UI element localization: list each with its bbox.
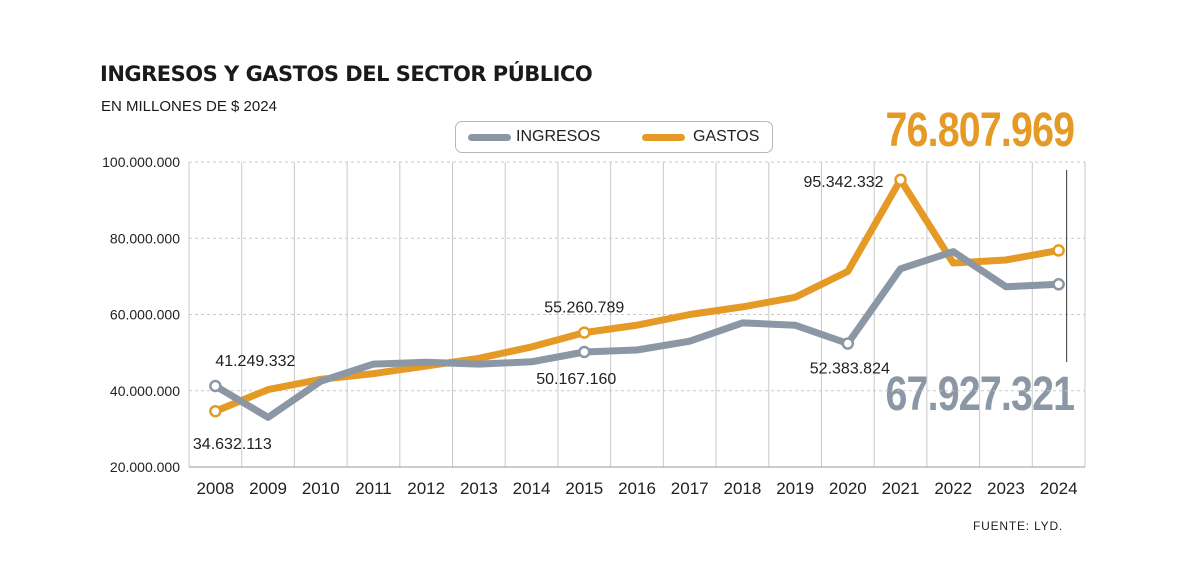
- legend-swatch-ingresos: [468, 134, 511, 141]
- series-line-ingresos: [211, 248, 1063, 421]
- x-tick-label: 2021: [882, 479, 920, 498]
- point-marker-gastos: [1052, 244, 1065, 257]
- data-label: 50.167.160: [536, 371, 616, 388]
- y-tick-label: 60.000.000: [110, 307, 180, 323]
- x-tick-label: 2014: [513, 479, 551, 498]
- data-label: 41.249.332: [215, 353, 295, 370]
- source-note: FUENTE: LYD.: [973, 519, 1064, 533]
- x-tick-label: 2009: [249, 479, 287, 498]
- x-tick-label: 2011: [355, 479, 392, 498]
- highlight-gastos-value: 76.807.969: [885, 104, 1075, 157]
- point-marker-gastos: [894, 173, 907, 187]
- data-label: 95.342.332: [803, 174, 883, 191]
- x-tick-label: 2010: [302, 479, 340, 498]
- x-tick-label: 2023: [987, 479, 1025, 498]
- chart-title: INGRESOS Y GASTOS DEL SECTOR PÚBLICO: [100, 62, 593, 86]
- y-tick-label: 40.000.000: [110, 383, 180, 399]
- point-marker-ingresos: [209, 379, 222, 393]
- x-tick-label: 2024: [1040, 479, 1078, 498]
- x-tick-label: 2017: [671, 479, 709, 498]
- point-marker-ingresos: [841, 337, 855, 350]
- x-tick-label: 2008: [196, 479, 234, 498]
- legend-swatch-gastos: [642, 134, 685, 141]
- x-tick-label: 2013: [460, 479, 498, 498]
- data-label: 34.632.113: [193, 436, 272, 453]
- point-marker-ingresos: [1052, 278, 1065, 291]
- x-tick-label: 2019: [776, 479, 814, 498]
- series-line-gastos: [211, 176, 1063, 415]
- y-tick-label: 100.000.000: [102, 154, 180, 170]
- x-tick-label: 2022: [934, 479, 972, 498]
- point-marker-ingresos: [578, 345, 591, 359]
- y-tick-label: 80.000.000: [110, 230, 180, 246]
- data-label: 52.383.824: [810, 361, 890, 378]
- data-label: 55.260.789: [544, 300, 624, 317]
- legend-label-gastos: GASTOS: [693, 128, 760, 145]
- point-marker-gastos: [209, 404, 222, 418]
- x-tick-label: 2012: [407, 479, 445, 498]
- legend-label-ingresos: INGRESOS: [516, 128, 601, 145]
- point-marker-gastos: [578, 326, 591, 339]
- chart-legend: INGRESOS GASTOS: [455, 121, 773, 153]
- chart-subtitle: EN MILLONES DE $ 2024: [101, 98, 277, 115]
- x-tick-label: 2015: [565, 479, 603, 498]
- x-tick-label: 2016: [618, 479, 656, 498]
- x-tick-label: 2020: [829, 479, 867, 498]
- x-tick-label: 2018: [723, 479, 761, 498]
- y-tick-label: 20.000.000: [110, 459, 180, 475]
